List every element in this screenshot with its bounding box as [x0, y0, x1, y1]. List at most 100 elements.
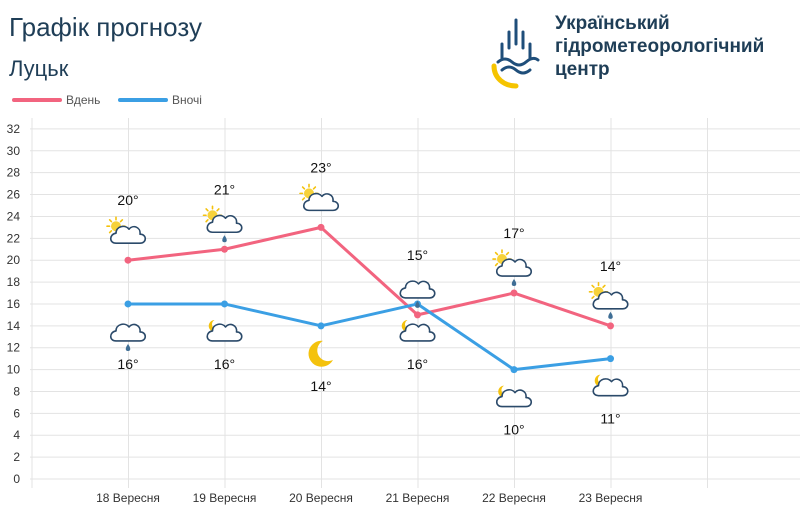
x-tick-label: 22 Вересня [482, 491, 546, 505]
y-tick-label: 24 [7, 209, 21, 223]
data-point-night [607, 355, 614, 363]
sun-ray [494, 251, 499, 256]
cloud-glyph [109, 323, 147, 342]
legend-swatch-day [12, 97, 62, 102]
sun-ray [301, 197, 306, 201]
data-point-day [510, 289, 518, 297]
data-point-night [317, 322, 325, 330]
data-point-day [414, 311, 421, 319]
y-tick-label: 2 [13, 450, 20, 464]
y-tick-label: 18 [7, 275, 21, 289]
series-line-night [126, 302, 612, 372]
y-tick-label: 16 [7, 297, 21, 311]
moon-glyph [308, 340, 333, 367]
y-tick-label: 10 [7, 363, 21, 377]
ukrhydromet-logo-icon [491, 18, 540, 89]
sun-ray [205, 219, 209, 223]
series-marks: 20° 21° 23° 15° 17° 14° 16° 16° 14° 16° 10° 11° [106, 159, 629, 438]
page-title: Графік прогнозу [9, 12, 202, 42]
cloud-glyph [592, 378, 629, 397]
y-tick-label: 30 [7, 144, 21, 158]
moon-cloud-icon [592, 374, 629, 397]
cloud-glyph [109, 225, 147, 244]
x-tick-label: 19 Вересня [193, 491, 257, 505]
y-tick-label: 8 [13, 384, 20, 398]
legend-swatch-night [118, 97, 168, 102]
sun-cloud-rain-icon [202, 205, 243, 243]
data-point-night [221, 300, 228, 308]
sun-ray [602, 284, 606, 289]
moon-glyph [208, 319, 220, 332]
day-temp-label: 14° [600, 258, 621, 274]
sun-ray [205, 208, 209, 212]
day-temp-label: 15° [407, 247, 428, 263]
y-tick-label: 12 [7, 341, 21, 355]
rain-drop [222, 235, 227, 243]
x-tick-label: 18 Вересня [96, 491, 160, 505]
night-temp-label: 11° [600, 411, 620, 427]
sun-ray [591, 284, 595, 289]
cloud-glyph [206, 323, 243, 342]
organization-name-line3: центр [555, 59, 610, 80]
sun-ray [505, 251, 510, 256]
data-point-night [124, 300, 132, 308]
day-temp-label: 17° [503, 225, 524, 241]
sun-cloud-icon [299, 183, 340, 212]
night-temp-label: 10° [503, 422, 524, 438]
y-tick-label: 26 [7, 188, 21, 202]
rain-drop [415, 300, 420, 308]
data-point-day [221, 245, 228, 253]
legend-item-day[interactable]: Вдень [12, 93, 100, 107]
x-tick-label: 23 Вересня [579, 491, 643, 505]
sun-ray [108, 229, 113, 234]
organization-header[interactable]: Український гідрометеорологічний центр [488, 8, 798, 89]
x-axis-ticks: 18 Вересня 19 Вересня 20 Вересня 21 Вересня… [96, 491, 642, 505]
rain-drop [125, 343, 131, 351]
day-temp-label: 21° [214, 181, 235, 197]
organization-name-line1: Український [555, 13, 670, 34]
cloud-glyph [302, 192, 340, 212]
night-temp-label: 16° [214, 356, 235, 372]
moon-glyph [401, 319, 413, 332]
data-point-day [317, 223, 325, 231]
cloud-glyph [495, 389, 533, 408]
y-tick-label: 20 [7, 253, 21, 267]
sun-ray [216, 208, 220, 212]
sun-ray [591, 295, 595, 300]
legend-label-night: Вночі [172, 93, 202, 107]
moon-glyph [594, 374, 606, 387]
moon-cloud-icon [399, 319, 436, 342]
organization-name-line2: гідрометеорологічний [555, 36, 765, 57]
rain-drop [608, 311, 613, 319]
cloud-glyph [592, 291, 629, 310]
moon-glyph [498, 385, 510, 398]
sun-cloud-icon [106, 216, 147, 244]
x-tick-label: 20 Вересня [289, 491, 353, 505]
cloud-rain-icon [399, 280, 436, 308]
data-point-day [124, 256, 132, 264]
night-temp-label: 16° [117, 356, 138, 372]
night-temp-label: 16° [407, 356, 428, 372]
y-tick-label: 28 [7, 166, 21, 180]
sun-ray [301, 186, 306, 190]
day-temp-label: 20° [117, 192, 138, 208]
moon-cloud-icon [495, 385, 533, 408]
rain-drop [511, 279, 517, 287]
legend-item-night[interactable]: Вночі [118, 93, 202, 107]
series-lines [126, 225, 612, 372]
cloud-rain-icon [109, 323, 147, 351]
sun-ray [119, 219, 124, 223]
sun-ray [312, 186, 317, 190]
day-temp-label: 23° [310, 159, 331, 175]
moon-cloud-icon [206, 319, 243, 342]
cloud-glyph [206, 214, 243, 234]
y-tick-label: 4 [13, 428, 20, 442]
city-name: Луцьк [9, 56, 69, 81]
y-tick-label: 6 [13, 406, 20, 420]
sun-ray [108, 219, 113, 223]
data-point-night [510, 366, 518, 374]
night-temp-label: 14° [310, 378, 331, 394]
legend-label-day: Вдень [66, 93, 101, 107]
